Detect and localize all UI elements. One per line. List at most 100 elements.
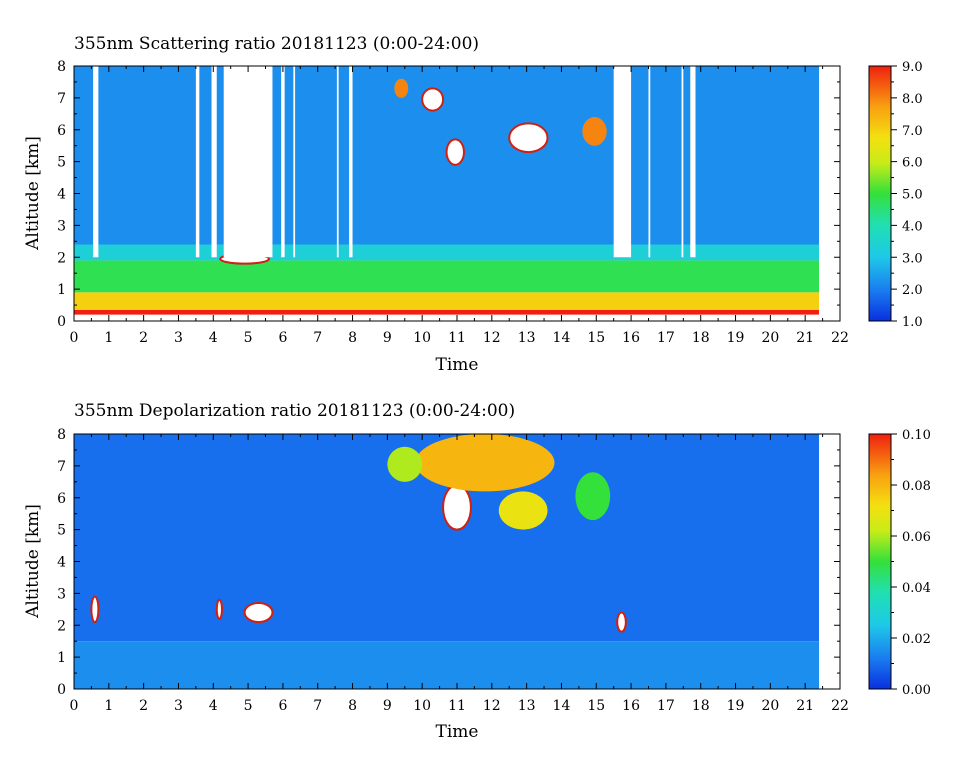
colorbar: 1.0 2.0 3.0 4.0 5.0 6.0 7.0 8.0 9.0 <box>868 60 923 330</box>
cloud-feature <box>582 117 607 146</box>
x-tick-label: 0 <box>70 330 79 346</box>
x-tick-label: 11 <box>448 698 466 714</box>
y-axis-label: Altitude [km] <box>23 136 43 251</box>
x-tick-label: 4 <box>209 698 218 714</box>
x-tick-label: 21 <box>796 698 814 714</box>
x-tick-label: 13 <box>518 330 536 346</box>
x-tick-label: 9 <box>383 330 392 346</box>
y-tick-label: 6 <box>57 123 66 139</box>
missing-data-column <box>223 66 273 258</box>
plot-area <box>74 66 840 321</box>
cloud-feature <box>215 598 223 620</box>
cloud-feature <box>243 601 274 624</box>
colorbar-tick-label: 9.0 <box>902 60 923 75</box>
cloud-feature <box>90 595 100 624</box>
x-tick-label: 6 <box>278 330 287 346</box>
x-tick-label: 12 <box>483 698 501 714</box>
x-tick-label: 15 <box>587 698 605 714</box>
x-tick-label: 20 <box>761 698 779 714</box>
y-axis-ticks: 0 1 2 3 4 5 6 7 8 <box>57 427 840 698</box>
data-layer <box>74 244 820 261</box>
x-tick-label: 22 <box>831 330 849 346</box>
x-tick-label: 19 <box>727 698 745 714</box>
x-tick-label: 17 <box>657 698 675 714</box>
missing-data-column <box>211 66 217 258</box>
colorbar-gradient <box>868 433 892 690</box>
colorbar: 0.00 0.02 0.04 0.06 0.08 0.10 <box>868 428 931 698</box>
plot-area <box>74 434 840 689</box>
x-tick-label: 8 <box>348 330 357 346</box>
x-tick-label: 14 <box>553 698 571 714</box>
y-tick-label: 0 <box>57 682 66 698</box>
missing-data-column <box>293 66 296 258</box>
x-tick-label: 10 <box>413 330 431 346</box>
colorbar-tick-label: 0.10 <box>902 428 931 443</box>
colorbar-tick-label: 0.08 <box>902 479 931 494</box>
x-tick-label: 2 <box>139 330 148 346</box>
x-tick-label: 5 <box>244 698 253 714</box>
chart-title: 355nm Scattering ratio 20181123 (0:00-24… <box>74 34 479 54</box>
y-tick-label: 1 <box>57 282 66 298</box>
x-tick-label: 19 <box>727 330 745 346</box>
x-tick-label: 20 <box>761 330 779 346</box>
colorbar-tick-label: 4.0 <box>902 219 923 234</box>
y-tick-label: 3 <box>57 218 66 234</box>
colorbar-tick-label: 5.0 <box>902 188 923 203</box>
missing-data-column <box>93 66 99 258</box>
x-axis-ticks: 0 1 2 3 4 5 6 7 8 9 10 11 12 13 14 15 16 17 18 19 20 21 22 <box>70 434 849 714</box>
cloud-feature <box>387 446 423 482</box>
y-axis-ticks: 0 1 2 3 4 5 6 7 8 <box>57 59 840 330</box>
y-tick-label: 3 <box>57 586 66 602</box>
y-tick-label: 5 <box>57 155 66 171</box>
x-tick-label: 12 <box>483 330 501 346</box>
x-axis-label: Time <box>436 722 479 742</box>
colorbar-tick-label: 0.04 <box>902 581 931 596</box>
x-tick-label: 2 <box>139 698 148 714</box>
colorbar-tick-label: 0.02 <box>902 632 931 647</box>
cloud-feature <box>498 491 548 530</box>
x-tick-label: 5 <box>244 330 253 346</box>
scattering-ratio-chart: 355nm Scattering ratio 20181123 (0:00-24… <box>23 34 923 375</box>
colorbar-tick-label: 2.0 <box>902 283 923 298</box>
y-tick-label: 8 <box>57 427 66 443</box>
x-tick-label: 22 <box>831 698 849 714</box>
missing-data-column <box>681 66 684 258</box>
x-tick-label: 11 <box>448 330 466 346</box>
cloud-feature <box>415 434 555 492</box>
data-layer <box>74 309 820 315</box>
x-tick-label: 16 <box>622 698 640 714</box>
data-layer <box>74 260 820 293</box>
x-tick-label: 3 <box>174 698 183 714</box>
y-tick-label: 7 <box>57 91 66 107</box>
colorbar-tick-label: 7.0 <box>902 124 923 139</box>
y-tick-label: 4 <box>57 555 66 571</box>
y-tick-label: 5 <box>57 523 66 539</box>
missing-data-column <box>195 66 200 258</box>
x-tick-label: 15 <box>587 330 605 346</box>
depolarization-ratio-chart: 355nm Depolarization ratio 20181123 (0:0… <box>23 401 931 742</box>
x-tick-label: 8 <box>348 698 357 714</box>
cloud-feature <box>394 78 409 98</box>
data-layer <box>74 641 820 689</box>
colorbar-tick-label: 0.00 <box>902 683 931 698</box>
colorbar-ticks: 0.00 0.02 0.04 0.06 0.08 0.10 <box>891 428 931 698</box>
missing-data-column <box>349 66 353 258</box>
x-axis-ticks: 0 1 2 3 4 5 6 7 8 9 10 11 12 13 14 15 16 17 18 19 20 21 22 <box>70 66 849 346</box>
y-tick-label: 2 <box>57 250 66 266</box>
x-tick-label: 18 <box>692 330 710 346</box>
missing-data-column <box>336 66 339 258</box>
y-tick-label: 8 <box>57 59 66 75</box>
y-tick-label: 7 <box>57 459 66 475</box>
colorbar-gradient <box>868 65 892 322</box>
x-tick-label: 7 <box>313 698 322 714</box>
colorbar-ticks: 1.0 2.0 3.0 4.0 5.0 6.0 7.0 8.0 9.0 <box>891 60 923 330</box>
missing-data-column <box>281 66 285 258</box>
x-axis-label: Time <box>436 355 479 375</box>
cloud-feature <box>442 484 472 531</box>
x-tick-label: 1 <box>104 698 113 714</box>
x-tick-label: 9 <box>383 698 392 714</box>
colorbar-tick-label: 8.0 <box>902 92 923 107</box>
colorbar-tick-label: 6.0 <box>902 156 923 171</box>
cloud-feature <box>421 87 445 112</box>
